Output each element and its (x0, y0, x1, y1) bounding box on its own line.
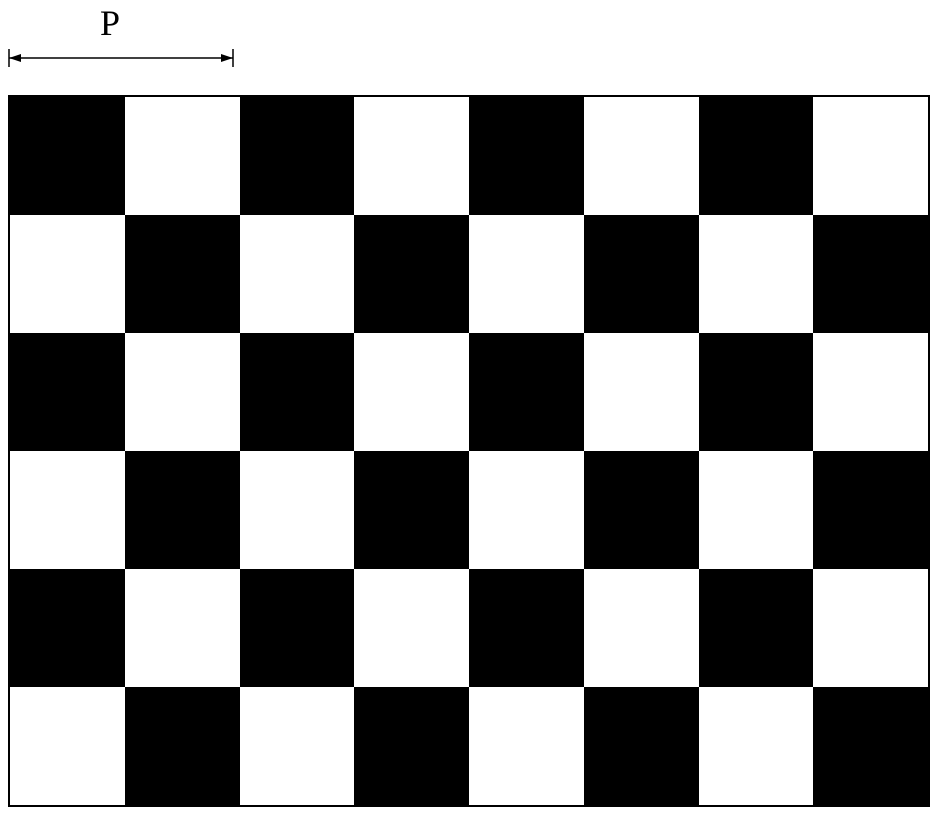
checker-cell (125, 97, 240, 215)
checker-cell (354, 569, 469, 687)
checker-cell (10, 451, 125, 569)
checker-cell (813, 215, 928, 333)
dimension-arrow (8, 46, 234, 70)
checker-cell (469, 97, 584, 215)
checker-cell (354, 97, 469, 215)
period-label: P (100, 2, 120, 44)
checker-cell (813, 97, 928, 215)
checker-cell (584, 569, 699, 687)
checker-cell (469, 687, 584, 805)
checker-cell (10, 215, 125, 333)
checker-cell (813, 569, 928, 687)
checker-cell (240, 451, 355, 569)
checker-cell (699, 97, 814, 215)
diagram-container: P (0, 0, 943, 821)
checker-cell (125, 569, 240, 687)
checker-cell (240, 97, 355, 215)
checker-cell (10, 333, 125, 451)
checker-cell (125, 333, 240, 451)
checker-cell (469, 333, 584, 451)
checker-cell (125, 687, 240, 805)
checker-cell (584, 451, 699, 569)
checker-cell (125, 215, 240, 333)
checker-cell (469, 451, 584, 569)
checker-cell (469, 215, 584, 333)
checker-cell (354, 451, 469, 569)
checker-cell (240, 333, 355, 451)
checker-cell (125, 451, 240, 569)
checker-cell (584, 215, 699, 333)
checker-cell (813, 333, 928, 451)
checker-cell (584, 333, 699, 451)
checker-cell (240, 569, 355, 687)
checker-cell (699, 215, 814, 333)
checker-cell (240, 215, 355, 333)
checker-cell (699, 687, 814, 805)
checker-cell (354, 687, 469, 805)
checker-cell (354, 333, 469, 451)
checker-cell (10, 97, 125, 215)
checker-cell (584, 97, 699, 215)
checker-cell (10, 687, 125, 805)
checkerboard-grid (8, 95, 930, 807)
checker-cell (699, 451, 814, 569)
checker-cell (699, 333, 814, 451)
checker-cell (699, 569, 814, 687)
checker-cell (813, 687, 928, 805)
checker-cell (240, 687, 355, 805)
checker-cell (10, 569, 125, 687)
checker-cell (354, 215, 469, 333)
checker-cell (813, 451, 928, 569)
checker-cell (584, 687, 699, 805)
checker-cell (469, 569, 584, 687)
